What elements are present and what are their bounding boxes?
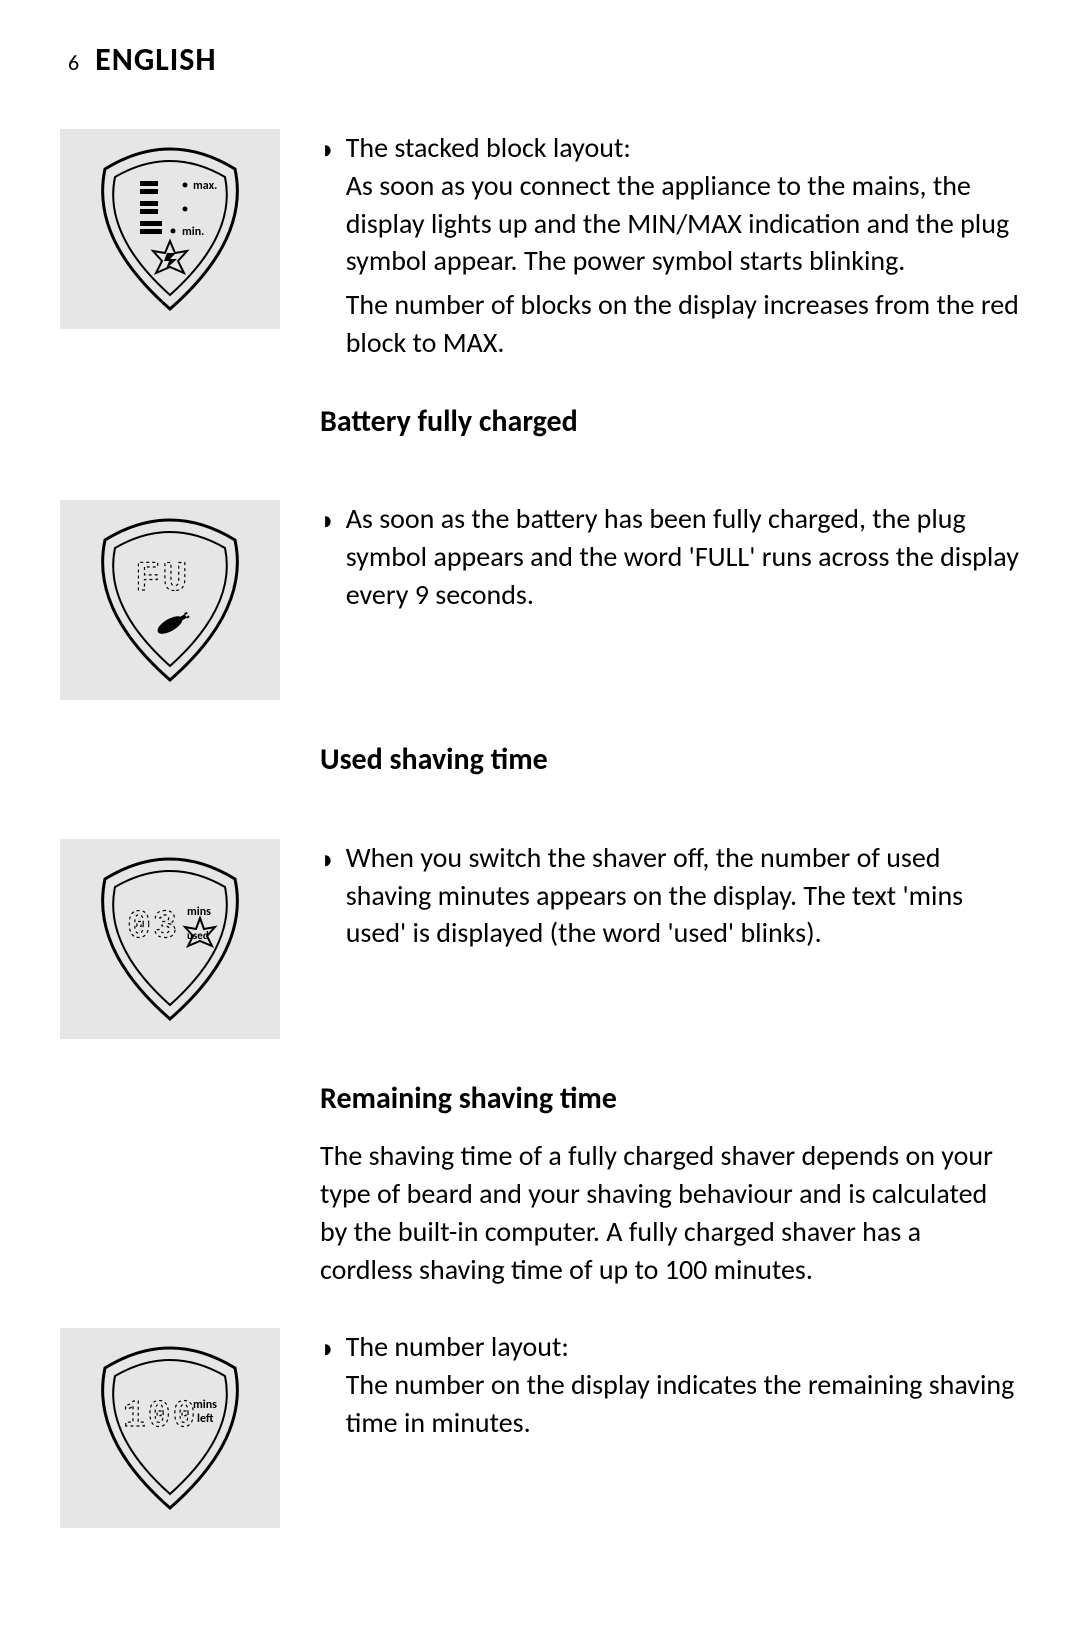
text-remaining: ◗ The number layout: The number on the d… — [320, 1328, 1020, 1441]
mins-label: mins — [187, 905, 211, 919]
para-after: The number of blocks on the display incr… — [346, 286, 1020, 362]
bullet-icon: ◗ — [320, 1328, 336, 1441]
bullet-icon: ◗ — [320, 129, 336, 362]
shield-icon: max. min. — [85, 139, 255, 319]
mins-label: mins — [193, 1398, 217, 1412]
left-label: left — [197, 1412, 214, 1426]
page-header: 6 ENGLISH — [60, 40, 1020, 79]
text-stacked: ◗ The stacked block layout: As soon as y… — [320, 129, 1020, 362]
min-label: min. — [182, 225, 204, 239]
max-label: max. — [193, 179, 217, 193]
shield-icon: 03 mins used — [85, 849, 255, 1029]
heading-row-full: Battery fully charged — [60, 402, 1020, 461]
bullet-icon: ◗ — [320, 500, 336, 613]
illus-remaining: 100 mins left — [60, 1328, 280, 1528]
used-digits: 03 — [127, 905, 179, 950]
shield-icon: 100 mins left — [85, 1338, 255, 1518]
used-label: used — [187, 929, 209, 942]
bullet-text: When you switch the shaver off, the numb… — [346, 839, 1020, 952]
text-full: ◗ As soon as the battery has been fully … — [320, 500, 1020, 613]
page-language: ENGLISH — [95, 40, 216, 79]
section-remaining: 100 mins left ◗ The number layout: The n… — [60, 1328, 1020, 1528]
shield-icon: FU — [85, 510, 255, 690]
illus-used: 03 mins used — [60, 839, 280, 1039]
section-used: 03 mins used ◗ When you switch the shave… — [60, 839, 1020, 1039]
section-stacked: max. min. ◗ The stacked block layout: As… — [60, 129, 1020, 362]
bullet-icon: ◗ — [320, 839, 336, 952]
bullet-label: The number layout: — [346, 1329, 569, 1364]
bullet-text: The number on the display indicates the … — [346, 1367, 1015, 1440]
illus-stacked: max. min. — [60, 129, 280, 329]
heading-used: Used shaving time — [320, 740, 1020, 781]
text-used: ◗ When you switch the shaver off, the nu… — [320, 839, 1020, 952]
manual-page: 6 ENGLISH max. min. — [0, 0, 1080, 1628]
bullet-text: As soon as the battery has been fully ch… — [346, 500, 1020, 613]
fu-label: FU — [135, 555, 189, 603]
rem-digits: 100 — [123, 1395, 197, 1438]
bullet-label: The stacked block layout: — [346, 130, 631, 165]
section-full: FU ◗ As soon as the battery has been ful… — [60, 500, 1020, 700]
page-number: 6 — [68, 49, 79, 76]
heading-full: Battery fully charged — [320, 402, 1020, 443]
bullet-text: As soon as you connect the appliance to … — [346, 168, 1009, 279]
heading-row-used: Used shaving time — [60, 740, 1020, 799]
illus-full: FU — [60, 500, 280, 700]
intro-para: The shaving time of a fully charged shav… — [320, 1137, 1020, 1288]
heading-row-remaining: Remaining shaving time The shaving time … — [60, 1079, 1020, 1289]
heading-remaining: Remaining shaving time — [320, 1079, 1020, 1120]
